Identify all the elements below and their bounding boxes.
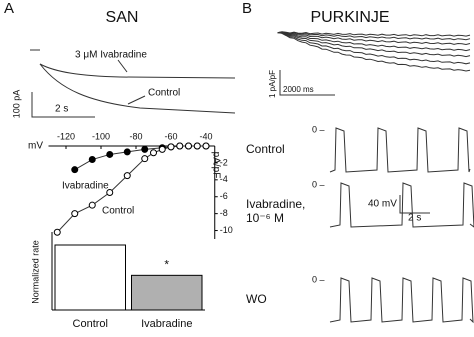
- x-tick-label: -60: [164, 131, 177, 141]
- x-tick-label: -40: [199, 131, 212, 141]
- scale-label: 2000 ms: [283, 85, 314, 94]
- scale-label: 2 s: [55, 104, 68, 115]
- row-label: Control: [246, 142, 285, 156]
- point: [106, 150, 114, 158]
- point: [150, 149, 157, 157]
- row-label: Ivabradine, 10⁻⁶ M: [246, 197, 305, 225]
- annotation: *: [164, 258, 169, 272]
- ap-trace: [329, 182, 474, 228]
- y-tick-label: -6: [220, 191, 228, 201]
- y-axis-label: Normalized rate: [30, 240, 40, 304]
- point: [141, 155, 149, 163]
- scale-label: 2 s: [408, 213, 421, 224]
- panel-title: PURKINJE: [310, 9, 389, 26]
- arrow: [127, 95, 146, 105]
- row-label: WO: [246, 292, 267, 306]
- x-tick-label: -120: [57, 131, 75, 141]
- zero-label: 0 –: [312, 179, 325, 189]
- bar: [54, 244, 126, 311]
- trace: [277, 32, 471, 58]
- point: [193, 142, 201, 150]
- series-label: Ivabradine: [62, 181, 109, 192]
- point: [106, 189, 114, 196]
- trace-label: Control: [148, 88, 180, 99]
- x-axis-label: mV: [28, 141, 43, 152]
- point: [158, 145, 166, 153]
- scale-bar: [279, 70, 335, 96]
- point: [141, 145, 149, 153]
- y-axis-label: pA/pF: [210, 152, 221, 179]
- point: [53, 228, 61, 236]
- x-tick-label: Control: [73, 318, 108, 330]
- series-label: Control: [102, 206, 134, 217]
- trace: [277, 31, 471, 52]
- trace: [277, 32, 471, 65]
- zero-label: 0 –: [312, 124, 325, 134]
- scale-label: 40 mV: [368, 199, 397, 210]
- scale-label: 100 pA: [11, 90, 21, 119]
- panel-title: SAN: [106, 9, 139, 26]
- trace-label: 3 μM Ivabradine: [75, 50, 147, 61]
- y-tick-label: -2: [220, 157, 228, 167]
- point: [202, 142, 210, 150]
- point: [88, 201, 96, 209]
- x-tick-label: -100: [92, 131, 110, 141]
- trace: [39, 63, 236, 114]
- trace: [30, 49, 236, 79]
- arrow: [117, 59, 128, 73]
- x-tick-label: -80: [129, 131, 142, 141]
- trace: [277, 31, 471, 46]
- ap-trace: [329, 127, 471, 173]
- panel-label: A: [4, 0, 14, 17]
- ap-trace: [329, 277, 474, 324]
- point: [71, 166, 79, 174]
- bar: [131, 274, 203, 311]
- trace: [277, 31, 471, 41]
- y-tick-label: -10: [220, 225, 233, 235]
- point: [185, 142, 192, 150]
- trace: [277, 32, 471, 72]
- scale-bar: [399, 195, 430, 214]
- point: [88, 156, 96, 164]
- zero-label: 0 –: [312, 274, 325, 284]
- scale-label: 1 pA/pF: [268, 70, 277, 98]
- x-tick-label: Ivabradine: [141, 318, 192, 330]
- point: [71, 210, 79, 218]
- point: [167, 143, 175, 151]
- y-tick-label: -8: [220, 208, 228, 218]
- panel-label: B: [242, 0, 252, 17]
- point: [123, 148, 131, 156]
- scale-bar: [31, 92, 95, 118]
- point: [123, 172, 131, 180]
- trace: [277, 31, 471, 37]
- point: [176, 142, 184, 150]
- y-tick-label: -4: [220, 174, 228, 184]
